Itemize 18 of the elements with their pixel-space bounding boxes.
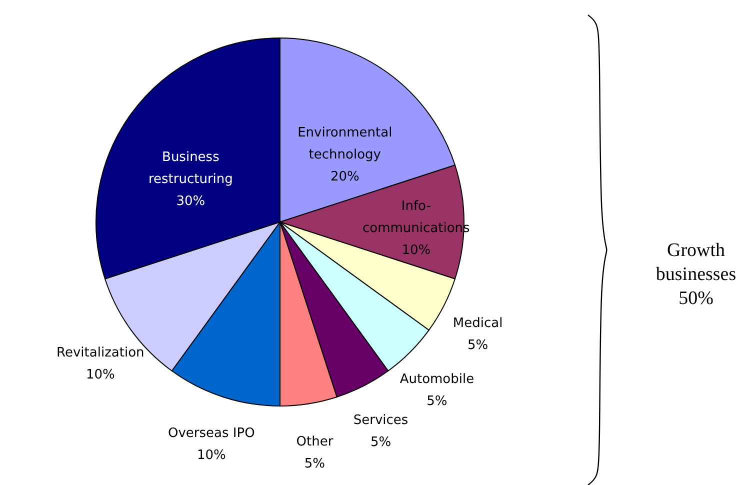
text: Growth businesses 50% — [656, 240, 736, 309]
data-label: 20% — [330, 170, 360, 185]
data-label: 30% — [176, 194, 206, 210]
slice-label: Environmental technology — [298, 126, 392, 163]
data-label: 5% — [370, 434, 392, 450]
data-label: 5% — [467, 338, 488, 353]
data-label: 10% — [196, 448, 226, 464]
slice-label: Overseas IPO — [168, 426, 255, 442]
data-label: 10% — [402, 243, 431, 258]
slice-label: Automobile — [400, 372, 474, 387]
slice-label: Medical — [452, 316, 503, 331]
slice-label: Business restructuring — [148, 150, 233, 188]
slice-label: Services — [353, 412, 408, 428]
data-label: 10% — [86, 367, 115, 382]
slice-label: Other — [296, 434, 334, 450]
data-label: 5% — [304, 456, 326, 472]
slice-label: Revitalization — [56, 345, 144, 360]
data-label: 5% — [426, 394, 448, 409]
